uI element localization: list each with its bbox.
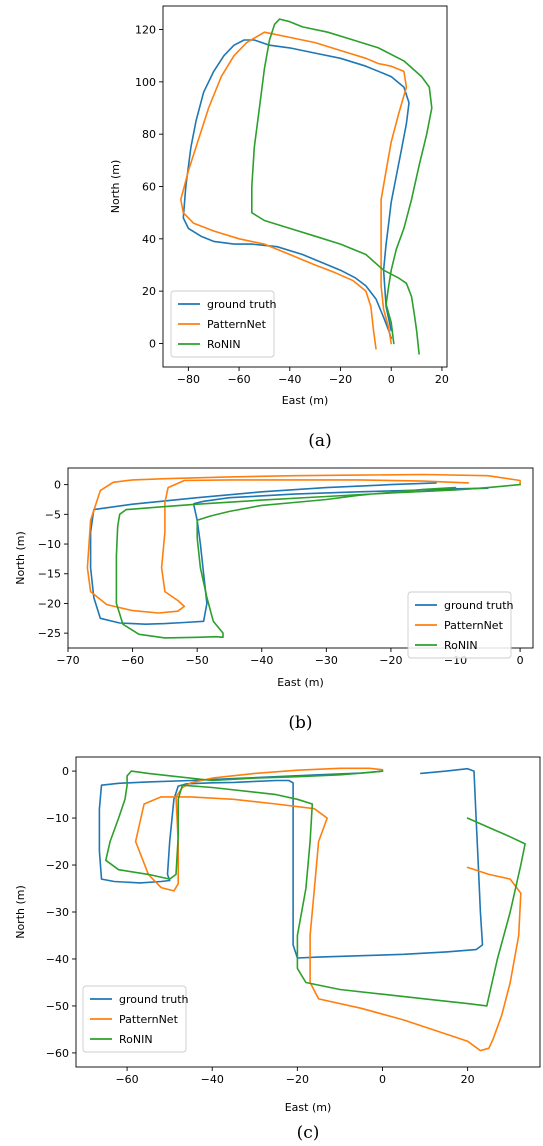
legend-label: PatternNet xyxy=(207,318,267,331)
chart-panel-3: −60 −40 −20 0 20 0 −10 −20 −30 −40 −50 −60 East (m) N… xyxy=(14,756,541,1143)
y-axis-label: North (m) xyxy=(14,885,27,939)
x-tick-label: −50 xyxy=(186,654,209,667)
y-tick-label: −40 xyxy=(46,953,69,966)
y-tick-label: 0 xyxy=(62,765,69,778)
y-tick-label: 80 xyxy=(142,128,156,141)
subfigure-caption: (a) xyxy=(308,431,331,451)
y-tick-label: −10 xyxy=(38,538,61,551)
series-line-patternnet xyxy=(180,31,408,350)
x-tick-label: −60 xyxy=(115,1073,138,1086)
series-line-ground-truth xyxy=(98,767,484,959)
y-tick-label: 40 xyxy=(142,233,156,246)
series-line-ground-truth xyxy=(89,482,489,625)
legend-label: RoNIN xyxy=(444,639,478,652)
x-tick-label: −30 xyxy=(315,654,338,667)
y-axis-label: North (m) xyxy=(14,531,27,585)
legend: ground truth PatternNet RoNIN xyxy=(82,985,189,1053)
legend-label: PatternNet xyxy=(119,1013,179,1026)
y-tick-label: −60 xyxy=(46,1047,69,1060)
y-tick-label: −15 xyxy=(38,568,61,581)
y-tick-label: −10 xyxy=(46,812,69,825)
x-tick-label: −20 xyxy=(286,1073,309,1086)
y-tick-label: −30 xyxy=(46,906,69,919)
y-tick-label: 60 xyxy=(142,181,156,194)
x-tick-label: 0 xyxy=(379,1073,386,1086)
legend: ground truth PatternNet RoNIN xyxy=(170,290,277,358)
x-tick-label: −60 xyxy=(121,654,144,667)
y-tick-label: 0 xyxy=(54,479,61,492)
axes-frame xyxy=(67,467,534,649)
legend-label: ground truth xyxy=(444,599,514,612)
y-tick-label: −50 xyxy=(46,1000,69,1013)
series-line-patternnet xyxy=(86,473,521,614)
legend-label: ground truth xyxy=(119,993,189,1006)
series-line-patternnet xyxy=(134,767,522,1052)
x-axis-label: East (m) xyxy=(285,1101,332,1114)
y-axis-label: North (m) xyxy=(109,160,122,214)
legend-label: RoNIN xyxy=(119,1033,153,1046)
x-tick-label: −40 xyxy=(201,1073,224,1086)
x-tick-label: 20 xyxy=(461,1073,475,1086)
y-tick-label: 100 xyxy=(135,76,156,89)
chart-panel-2: −70 −60 −50 −40 −30 −20 −10 00−5−10−15−20−25Eas… xyxy=(14,467,534,733)
series-line-ronin xyxy=(105,770,526,1007)
chart-panel-1: −80 −60 −40 −20 0 20 0 20 40 60 80 100 120 East (m) No… xyxy=(109,5,449,451)
y-tick-label: 20 xyxy=(142,285,156,298)
subfigure-caption: (b) xyxy=(288,713,312,733)
legend-label: PatternNet xyxy=(444,619,504,632)
x-tick-label: −40 xyxy=(250,654,273,667)
series-line-ground-truth xyxy=(182,39,410,339)
subfigure-caption: (c) xyxy=(297,1123,320,1143)
series-line-ronin xyxy=(115,483,521,639)
x-tick-label: −20 xyxy=(329,373,352,386)
y-tick-label: 120 xyxy=(135,24,156,37)
x-tick-label: −20 xyxy=(379,654,402,667)
x-tick-label: 0 xyxy=(388,373,395,386)
legend: ground truth PatternNet RoNIN xyxy=(407,591,514,659)
y-tick-label: 0 xyxy=(149,337,156,350)
x-tick-label: −40 xyxy=(278,373,301,386)
x-tick-label: −60 xyxy=(227,373,250,386)
x-axis-label: East (m) xyxy=(282,394,329,407)
y-tick-label: −25 xyxy=(38,627,61,640)
series-line-ronin xyxy=(251,18,433,355)
y-tick-label: −20 xyxy=(46,859,69,872)
x-tick-label: −80 xyxy=(177,373,200,386)
legend-label: RoNIN xyxy=(207,338,241,351)
y-tick-label: −5 xyxy=(45,508,61,521)
x-tick-label: 0 xyxy=(517,654,524,667)
x-axis-label: East (m) xyxy=(277,676,324,689)
x-tick-label: 20 xyxy=(435,373,449,386)
y-tick-label: −20 xyxy=(38,597,61,610)
legend-label: ground truth xyxy=(207,298,277,311)
x-tick-label: −70 xyxy=(56,654,79,667)
